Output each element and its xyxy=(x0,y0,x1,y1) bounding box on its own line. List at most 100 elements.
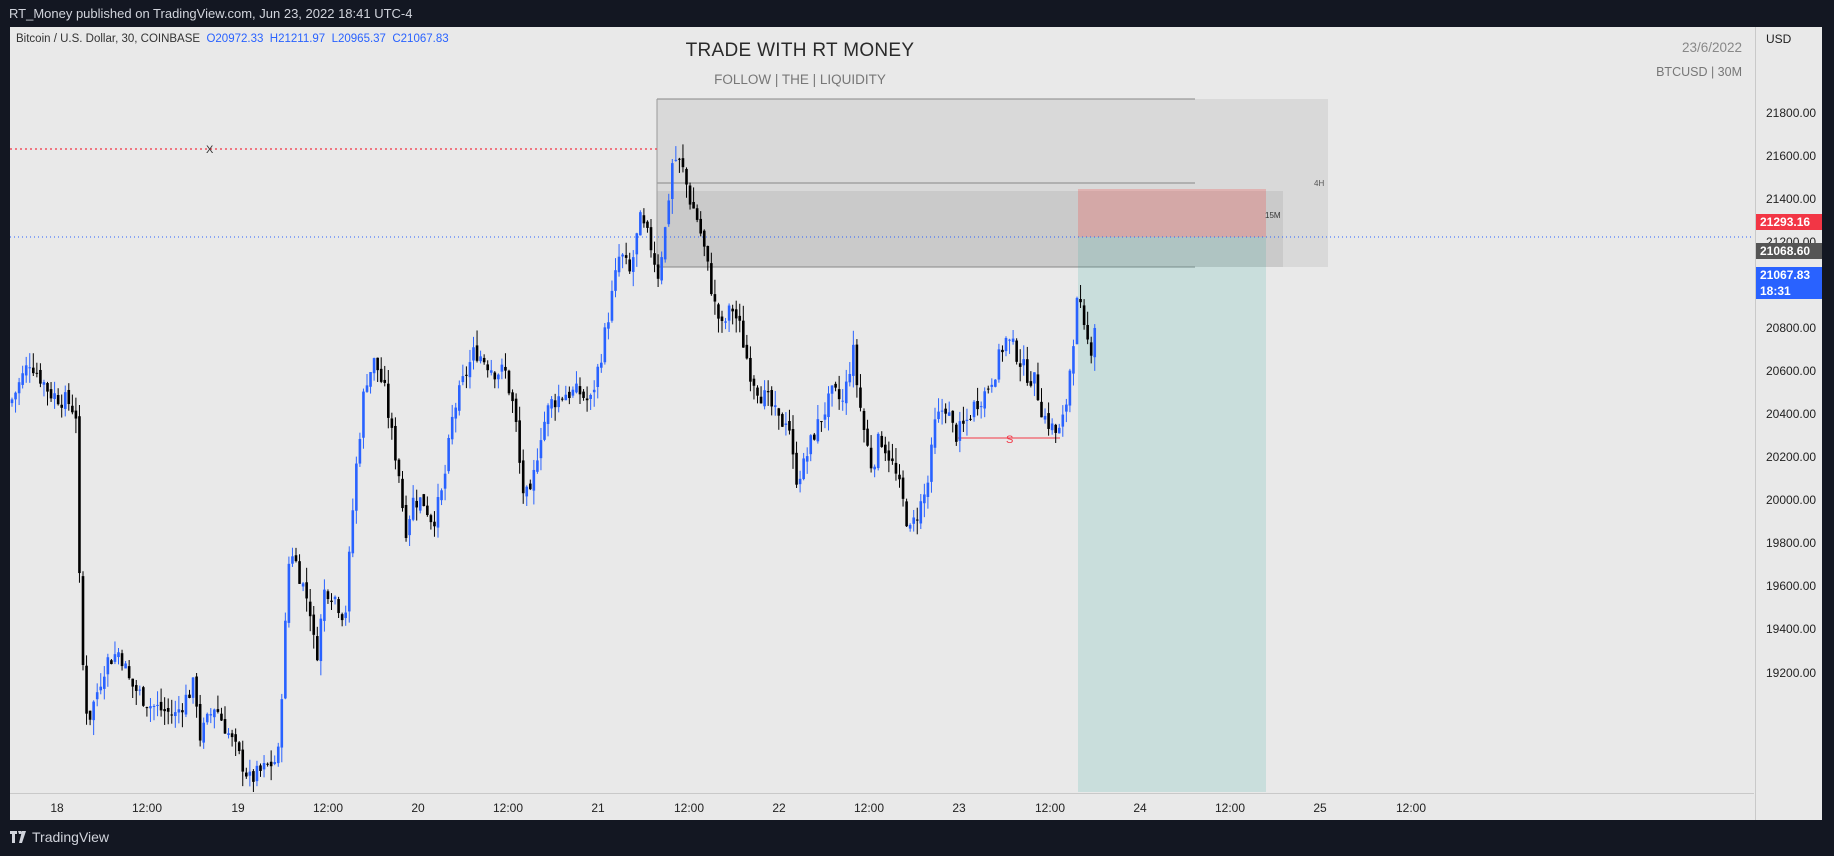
candle xyxy=(713,279,717,315)
candle xyxy=(866,419,869,447)
candle-body xyxy=(95,692,99,700)
candle-body xyxy=(529,483,532,490)
candle-body xyxy=(667,200,671,225)
candle xyxy=(649,218,653,258)
candle-body xyxy=(1022,359,1026,366)
candle-body xyxy=(418,497,422,511)
candle xyxy=(727,303,731,332)
price-axis[interactable]: USD 21800.0021600.0021400.0021200.002100… xyxy=(1755,27,1822,820)
candle xyxy=(607,312,610,340)
candle xyxy=(880,431,884,448)
candle xyxy=(1054,423,1057,443)
candle xyxy=(369,372,372,394)
candle-body xyxy=(85,665,88,714)
candle-body xyxy=(67,389,71,405)
candle-body xyxy=(234,734,237,742)
candle-body xyxy=(344,612,347,619)
candle xyxy=(830,385,834,407)
candle-body xyxy=(493,372,497,380)
candle xyxy=(394,417,397,470)
candle-body xyxy=(316,636,319,661)
candle-body xyxy=(220,713,223,721)
candle-body xyxy=(923,494,926,504)
candle-body xyxy=(433,521,436,527)
candle xyxy=(365,373,369,393)
candle-body xyxy=(727,305,731,321)
candle xyxy=(667,193,671,227)
candle xyxy=(642,208,646,228)
candle xyxy=(823,402,827,429)
candle-body xyxy=(745,344,749,359)
candle xyxy=(951,410,955,433)
candle xyxy=(784,412,788,436)
candle-body xyxy=(731,308,734,312)
candle-body xyxy=(699,218,702,234)
candle-body xyxy=(245,772,248,777)
candle-body xyxy=(330,600,333,603)
stop-loss-zone xyxy=(1078,189,1266,237)
chart-subtitle: FOLLOW | THE | LIQUIDITY xyxy=(714,72,886,87)
candle xyxy=(1082,299,1086,330)
candle xyxy=(976,387,979,416)
candle xyxy=(710,252,713,296)
candle xyxy=(898,464,901,488)
candle-body xyxy=(74,410,78,419)
candle xyxy=(390,412,394,440)
candle xyxy=(1057,423,1061,434)
candle-body xyxy=(351,510,355,554)
candle-body xyxy=(997,349,1001,380)
candle xyxy=(656,254,660,287)
candle xyxy=(813,432,816,441)
footer-bar: TradingView xyxy=(0,820,1834,856)
candle xyxy=(749,346,752,392)
candle xyxy=(763,380,766,410)
candle-body xyxy=(671,163,674,200)
candlestick-chart[interactable]: X S 4H 15M xyxy=(10,27,1754,792)
candle xyxy=(184,684,188,718)
price-pane[interactable]: X S 4H 15M xyxy=(10,27,1754,792)
chart-area[interactable]: X S 4H 15M Bitcoin / U.S. Dollar, 30, COINB… xyxy=(10,27,1822,820)
candle xyxy=(1004,336,1008,357)
candle-body xyxy=(852,344,855,376)
candle-body xyxy=(898,474,901,480)
candle-body xyxy=(823,414,827,420)
candle xyxy=(582,389,585,401)
candle-body xyxy=(646,221,649,228)
time-tick-label: 12:00 xyxy=(493,801,523,815)
candle-body xyxy=(436,497,440,528)
symbol-name[interactable]: Bitcoin / U.S. Dollar, 30, COINBASE xyxy=(16,33,201,45)
candle-body xyxy=(142,687,145,706)
candle-body xyxy=(653,253,656,265)
candle-body xyxy=(1054,424,1057,433)
price-tick-label: 21400.00 xyxy=(1766,192,1817,207)
candle-body xyxy=(14,392,17,400)
candle-body xyxy=(1011,338,1015,342)
candle xyxy=(621,253,624,269)
candle xyxy=(35,362,39,378)
candle xyxy=(852,330,855,388)
candle xyxy=(539,427,543,471)
candle-body xyxy=(809,435,813,455)
candle-body xyxy=(1008,339,1011,341)
candle xyxy=(280,693,284,763)
candle xyxy=(802,452,805,481)
candle xyxy=(546,403,550,437)
symbol-legend[interactable]: Bitcoin / U.S. Dollar, 30, COINBASE O209… xyxy=(16,33,449,45)
candle xyxy=(940,398,944,425)
candle xyxy=(355,456,358,524)
tradingview-logo[interactable]: TradingView xyxy=(10,829,109,845)
candle xyxy=(46,381,49,406)
candle xyxy=(681,144,685,173)
candle-body xyxy=(497,374,500,380)
time-tick-label: 19 xyxy=(231,801,245,815)
candle-body xyxy=(791,429,795,455)
candle-body xyxy=(1075,297,1079,345)
time-axis[interactable]: 18 12:00 19 12:00 20 12:00 21 12:00 22 12:00 23 12:… xyxy=(10,793,1754,820)
candle xyxy=(720,310,724,333)
candle-body xyxy=(319,618,323,662)
candle-body xyxy=(259,765,262,771)
candle xyxy=(372,357,376,381)
candle-body xyxy=(301,583,305,587)
candle-body xyxy=(816,419,820,442)
candle-body xyxy=(81,576,85,666)
